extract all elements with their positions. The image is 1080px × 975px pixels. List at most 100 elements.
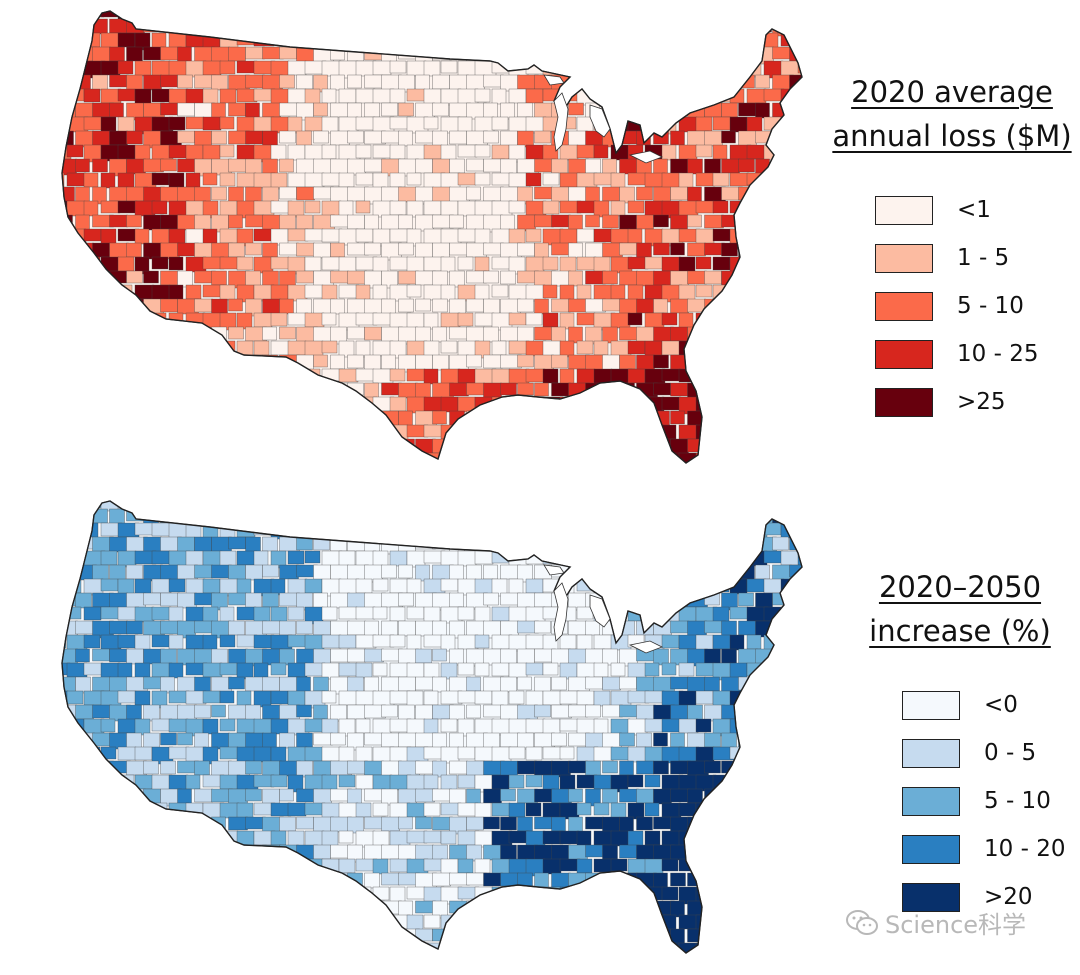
- county-cell: [670, 46, 689, 64]
- county-cell: [661, 662, 677, 676]
- county-cell: [627, 550, 650, 566]
- county-cell: [789, 844, 802, 860]
- county-cell: [551, 900, 573, 916]
- county-cell: [406, 690, 424, 708]
- county-cell: [542, 746, 563, 760]
- county-cell: [712, 690, 733, 708]
- county-cell: [705, 467, 722, 475]
- county-cell: [262, 242, 278, 258]
- county-cell: [280, 467, 298, 475]
- county-cell: [457, 424, 478, 439]
- county-cell: [109, 410, 131, 428]
- county-cell: [721, 410, 739, 429]
- county-cell: [729, 368, 751, 384]
- county-cell: [338, 662, 358, 677]
- county-cell: [381, 704, 398, 718]
- county-cell: [576, 942, 598, 953]
- county-cell: [280, 957, 301, 970]
- county-cell: [500, 18, 520, 34]
- county-cell: [321, 88, 337, 104]
- county-cell: [314, 467, 328, 475]
- loss-legend-swatch: [875, 291, 933, 321]
- county-cell: [729, 312, 745, 327]
- county-cell: [228, 46, 246, 62]
- county-cell: [636, 788, 654, 804]
- county-cell: [815, 775, 830, 790]
- county-cell: [815, 663, 830, 675]
- county-cell: [542, 200, 560, 215]
- county-cell: [440, 718, 458, 733]
- county-cell: [62, 60, 72, 77]
- county-cell: [763, 886, 786, 905]
- county-cell: [212, 957, 226, 970]
- county-cell: [287, 858, 304, 874]
- county-cell: [755, 928, 777, 946]
- county-cell: [797, 172, 802, 187]
- increase-legend-label: 10 - 20: [984, 836, 1066, 862]
- county-cell: [270, 718, 290, 735]
- county-cell: [134, 802, 156, 820]
- county-cell: [712, 32, 729, 48]
- county-cell: [194, 410, 213, 428]
- county-cell: [755, 844, 773, 862]
- county-cell: [559, 550, 579, 567]
- county-cell: [824, 299, 831, 313]
- county-cell: [406, 942, 429, 953]
- county-cell: [576, 32, 599, 46]
- county-cell: [466, 788, 481, 806]
- county-cell: [62, 11, 70, 23]
- county-cell: [364, 648, 384, 663]
- county-cell: [365, 467, 384, 475]
- county-cell: [534, 676, 551, 694]
- county-cell: [321, 746, 342, 762]
- county-cell: [321, 200, 342, 218]
- county-cell: [678, 200, 699, 218]
- county-cell: [815, 803, 830, 817]
- county-cell: [287, 830, 305, 847]
- county-cell: [440, 501, 457, 508]
- county-cell: [270, 172, 288, 190]
- county-cell: [245, 410, 262, 427]
- county-cell: [151, 501, 174, 510]
- county-cell: [602, 354, 620, 371]
- county-cell: [815, 719, 830, 732]
- county-cell: [236, 396, 258, 410]
- county-cell: [517, 508, 538, 524]
- county-cell: [763, 340, 781, 356]
- county-cell: [245, 46, 265, 60]
- county-cell: [559, 662, 578, 680]
- county-cell: [228, 326, 244, 340]
- county-cell: [92, 130, 112, 147]
- county-cell: [75, 676, 91, 694]
- county-cell: [355, 578, 373, 594]
- county-cell: [219, 396, 242, 413]
- county-cell: [134, 60, 152, 77]
- county-cell: [127, 957, 141, 970]
- county-cell: [211, 46, 230, 64]
- county-cell: [50, 495, 51, 507]
- county-cell: [457, 522, 474, 539]
- county-cell: [772, 620, 787, 638]
- county-cell: [117, 368, 139, 382]
- county-cell: [83, 256, 101, 272]
- county-cell: [457, 452, 474, 463]
- county-cell: [687, 788, 703, 804]
- county-cell: [66, 424, 82, 442]
- county-cell: [151, 172, 170, 186]
- county-cell: [92, 676, 111, 692]
- county-cell: [355, 200, 371, 214]
- county-cell: [602, 410, 618, 427]
- county-cell: [253, 228, 274, 242]
- county-cell: [279, 158, 294, 173]
- county-cell: [695, 144, 713, 158]
- county-cell: [602, 46, 624, 64]
- county-cell: [807, 677, 827, 694]
- county-cell: [568, 46, 588, 65]
- county-cell: [789, 648, 802, 665]
- county-cell: [100, 942, 123, 953]
- county-cell: [789, 676, 802, 694]
- county-cell: [313, 592, 328, 610]
- county-cell: [824, 901, 831, 915]
- county-cell: [738, 760, 760, 774]
- county-cell: [287, 368, 304, 383]
